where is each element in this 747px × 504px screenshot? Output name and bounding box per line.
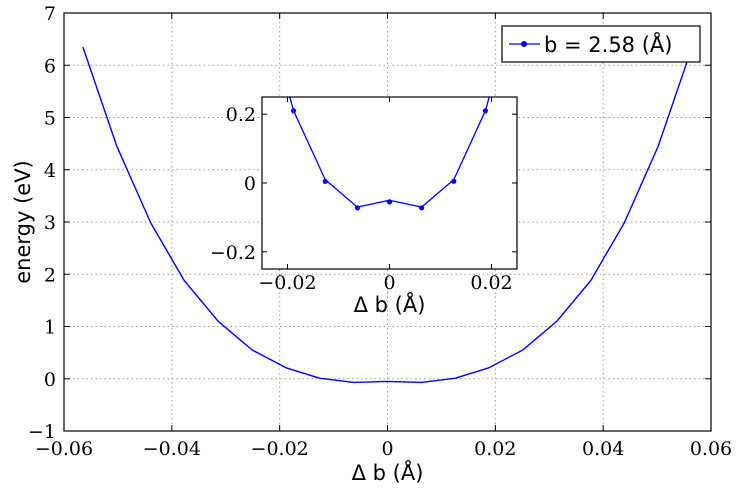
main-y-tick-label: 5 <box>44 108 56 130</box>
main-y-axis-label: energy (eV) <box>11 160 35 284</box>
inset-x-tick-label: 0 <box>383 272 395 294</box>
main-x-tick-label: −0.04 <box>143 438 201 460</box>
main-y-tick-label: 2 <box>44 264 56 286</box>
main-x-tick-label: 0.02 <box>474 438 516 460</box>
legend-marker <box>521 41 527 47</box>
main-plot-frame <box>63 12 712 432</box>
main-y-tick-label: 1 <box>44 317 56 339</box>
inset-background <box>262 97 517 269</box>
main-x-tick-label: −0.06 <box>35 438 93 460</box>
main-x-tick-label: −0.02 <box>251 438 309 460</box>
inset-tick-labels: −0.02 0 0.02 −0.2 0 0.2 <box>210 104 513 294</box>
main-plot: −0.06 −0.04 −0.02 0 0.02 0.04 0.06 −1 0 1 2 3 4 5 6 7 Δ… <box>11 3 732 485</box>
main-x-tick-label: 0.04 <box>582 438 624 460</box>
inset-data-point <box>386 199 393 205</box>
inset-plot-frame <box>261 96 518 270</box>
inset-x-tick-label: 0.02 <box>470 272 512 294</box>
main-y-tick-label: 0 <box>44 369 56 391</box>
inset-x-axis-label: Δ b (Å) <box>354 291 426 317</box>
inset-y-tick-label: 0 <box>244 173 256 195</box>
inset-data-point <box>354 205 360 211</box>
inset-data-point <box>419 205 425 211</box>
main-x-tick-label: 0.06 <box>690 438 732 460</box>
inset-x-tick-label: −0.02 <box>258 272 316 294</box>
main-tick-labels: −0.06 −0.04 −0.02 0 0.02 0.04 0.06 −1 0 1 2 3 4 5 6 7 <box>28 3 732 460</box>
inset-data-point <box>322 178 328 184</box>
inset-y-tick-label: −0.2 <box>210 242 256 264</box>
main-y-tick-label: 6 <box>44 55 56 77</box>
inset-data-point <box>451 178 457 184</box>
main-series-line <box>82 46 693 384</box>
main-x-axis-label: Δ b (Å) <box>352 459 424 485</box>
legend: b = 2.58 (Å) <box>501 25 701 63</box>
main-y-tick-label: 4 <box>44 160 56 182</box>
inset-plot: −0.02 0 0.02 −0.2 0 0.2 Δ b (Å) <box>210 96 518 317</box>
main-y-tick-label: 7 <box>44 3 56 25</box>
inset-data-point <box>291 108 297 114</box>
legend-entry-label: b = 2.58 (Å) <box>544 31 672 57</box>
main-x-tick-label: 0 <box>381 438 393 460</box>
main-series <box>82 46 693 384</box>
main-y-tick-label: 3 <box>44 212 56 234</box>
inset-data-point <box>482 108 488 114</box>
inset-y-tick-label: 0.2 <box>226 104 256 126</box>
inset-ticks <box>262 97 517 269</box>
main-y-tick-label: −1 <box>28 421 56 443</box>
inset-series <box>289 97 490 211</box>
